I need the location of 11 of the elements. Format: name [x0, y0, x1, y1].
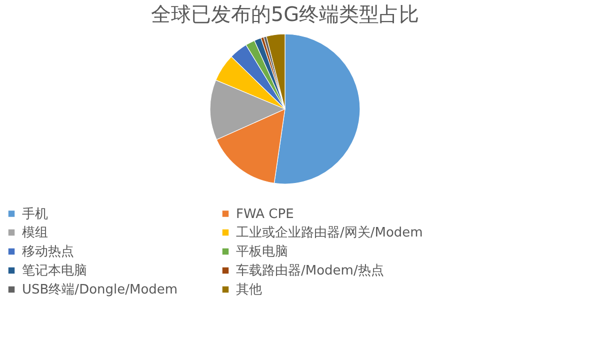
legend-label: FWA CPE [236, 206, 294, 222]
legend-label: 笔记本电脑 [22, 264, 87, 278]
chart-title: 全球已发布的5G终端类型占比 [150, 2, 420, 26]
legend-label: 平板电脑 [236, 244, 288, 260]
legend-label: 工业或企业路由器/网关/Modem [236, 226, 423, 240]
legend-label: 其他 [236, 282, 262, 298]
legend-label: 移动热点 [22, 244, 74, 260]
legend-label: USB终端/Dongle/Modem [22, 282, 178, 298]
legend-label: 手机 [22, 206, 48, 222]
legend-label: 车载路由器/Modem/热点 [236, 264, 384, 278]
legend-label: 模组 [22, 226, 48, 240]
